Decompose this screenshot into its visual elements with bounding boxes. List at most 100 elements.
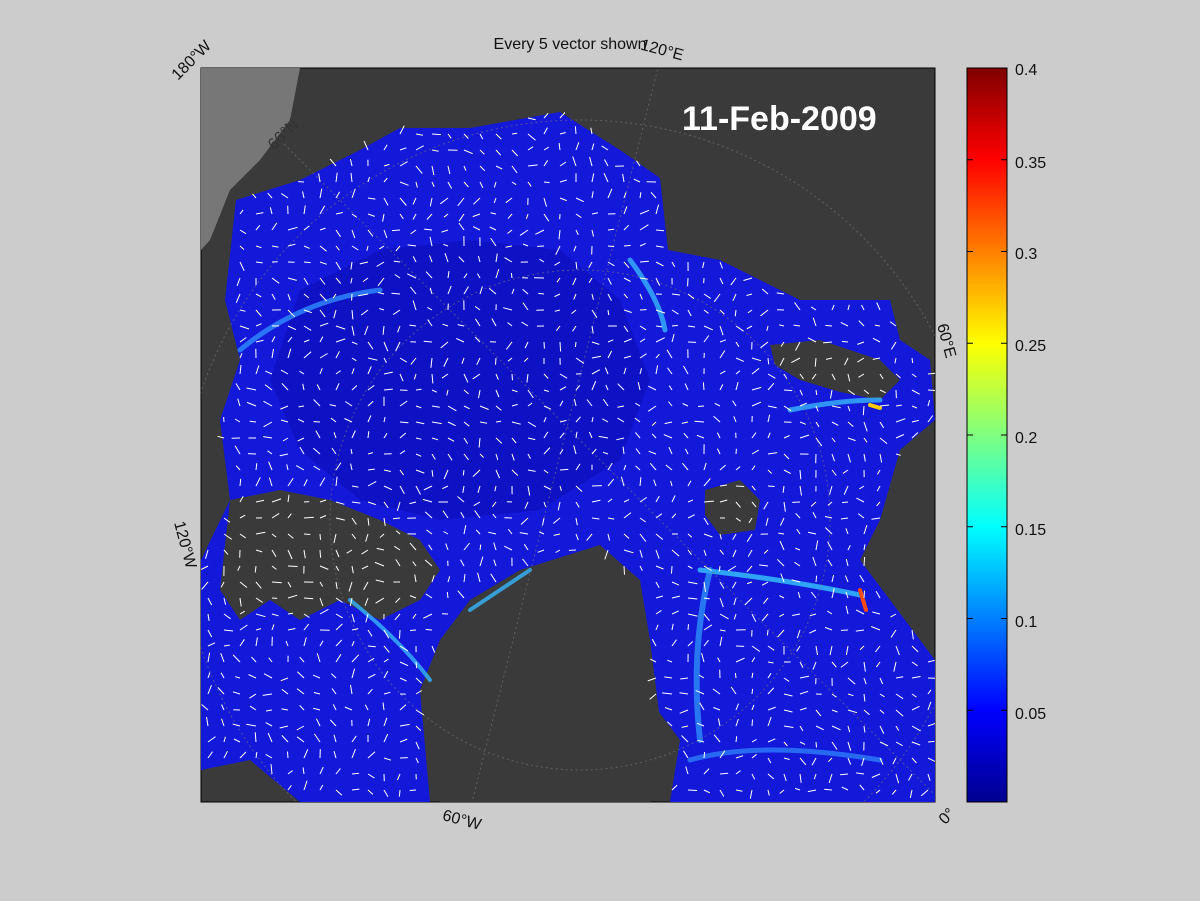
drift-vector <box>319 322 329 327</box>
drift-vector <box>735 381 739 391</box>
drift-vector <box>280 677 289 682</box>
drift-vector <box>507 322 513 327</box>
colorbar-tick-label: 0.25 <box>1015 338 1047 355</box>
drift-vector <box>271 613 279 617</box>
drift-vector <box>367 197 376 200</box>
drift-vector <box>329 404 337 407</box>
drift-vector <box>607 228 615 231</box>
drift-vector <box>842 469 849 474</box>
drift-vector <box>607 517 615 520</box>
drift-vector <box>462 469 465 476</box>
drift-vector <box>287 348 292 359</box>
drift-vector <box>239 597 242 607</box>
drift-vector <box>493 197 497 204</box>
drift-vector <box>335 338 346 343</box>
colorbar-tick-label: 0.2 <box>1015 430 1038 447</box>
drift-vector <box>859 645 865 651</box>
drift-vector <box>367 415 372 423</box>
drift-vector <box>303 623 310 631</box>
drift-vector <box>735 466 741 471</box>
drift-vector <box>555 549 561 553</box>
drift-vector <box>875 645 881 653</box>
drift-vector <box>409 789 417 791</box>
drift-vector <box>239 639 245 647</box>
drift-vector <box>927 701 932 711</box>
drift-vector <box>367 517 370 526</box>
drift-vector <box>810 306 817 311</box>
drift-vector <box>383 144 388 151</box>
drift-vector <box>559 161 567 167</box>
drift-vector <box>847 304 850 311</box>
drift-vector <box>695 689 705 695</box>
drift-vector <box>396 773 401 781</box>
drift-vector <box>735 370 741 375</box>
drift-vector <box>394 545 401 551</box>
drift-vector <box>776 292 785 295</box>
drift-vector <box>458 222 465 231</box>
drift-vector <box>223 533 233 540</box>
drift-vector <box>522 558 529 567</box>
drift-vector <box>799 373 804 380</box>
drift-vector <box>431 469 434 477</box>
drift-vector <box>639 260 649 263</box>
drift-vector <box>335 191 341 199</box>
drift-vector <box>778 324 785 327</box>
drift-vector <box>303 516 314 519</box>
drift-vector <box>543 485 552 490</box>
drift-vector <box>427 319 433 327</box>
drift-vector <box>511 469 519 476</box>
drift-vector <box>663 434 673 439</box>
drift-vector <box>892 757 897 765</box>
drift-vector <box>255 499 265 503</box>
drift-vector <box>559 449 564 455</box>
drift-vector <box>879 389 886 394</box>
drift-vector <box>246 723 257 727</box>
drift-vector <box>893 661 897 672</box>
drift-vector <box>857 357 865 363</box>
drift-vector <box>527 146 534 151</box>
drift-vector <box>254 732 257 743</box>
drift-vector <box>491 318 497 327</box>
drift-vector <box>575 142 580 151</box>
drift-vector <box>527 133 536 141</box>
drift-vector <box>719 499 728 503</box>
drift-vector <box>429 255 433 263</box>
drift-vector <box>844 357 849 366</box>
drift-vector <box>895 373 901 379</box>
drift-vector <box>335 581 338 589</box>
drift-vector <box>255 477 261 487</box>
colorbar <box>966 67 1008 803</box>
drift-vector <box>591 499 601 503</box>
drift-vector <box>447 576 451 583</box>
drift-vector <box>527 117 536 121</box>
drift-vector <box>732 533 737 540</box>
drift-vector <box>475 529 481 535</box>
drift-vector <box>299 370 305 375</box>
drift-vector <box>367 751 376 759</box>
drift-vector <box>731 581 737 589</box>
drift-vector <box>828 773 833 784</box>
drift-vector <box>220 672 225 679</box>
drift-vector <box>796 528 801 535</box>
drift-vector <box>767 452 778 455</box>
drift-vector <box>639 209 650 215</box>
drift-vector <box>303 549 306 559</box>
drift-vector <box>671 639 677 647</box>
drift-vector <box>447 453 453 461</box>
drift-vector <box>313 465 321 471</box>
drift-vector <box>810 501 817 507</box>
drift-vector <box>807 337 817 343</box>
drift-vector <box>303 597 314 600</box>
drift-vector <box>909 789 913 799</box>
drift-vector <box>559 373 568 379</box>
drift-vector <box>527 389 534 399</box>
drift-vector <box>639 496 647 503</box>
drift-vector <box>495 405 502 411</box>
drift-vector <box>297 437 305 442</box>
drift-vector <box>476 357 481 366</box>
drift-vector <box>255 309 262 317</box>
drift-vector <box>477 572 481 583</box>
drift-vector <box>254 565 257 573</box>
drift-vector <box>463 389 469 395</box>
drift-vector <box>303 479 308 487</box>
